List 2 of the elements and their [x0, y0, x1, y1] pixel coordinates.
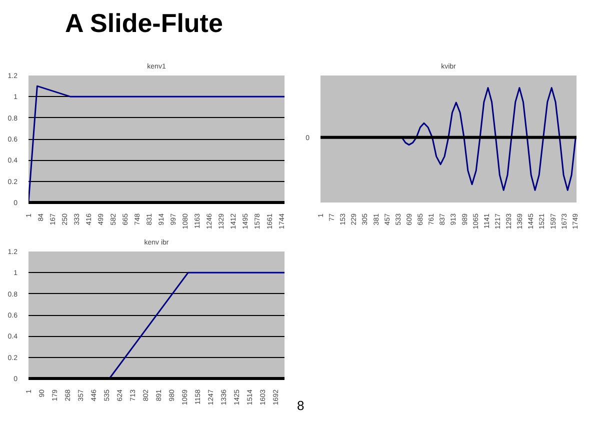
text: 8: [297, 397, 304, 415]
text: A Slide-Flute: [65, 7, 223, 40]
